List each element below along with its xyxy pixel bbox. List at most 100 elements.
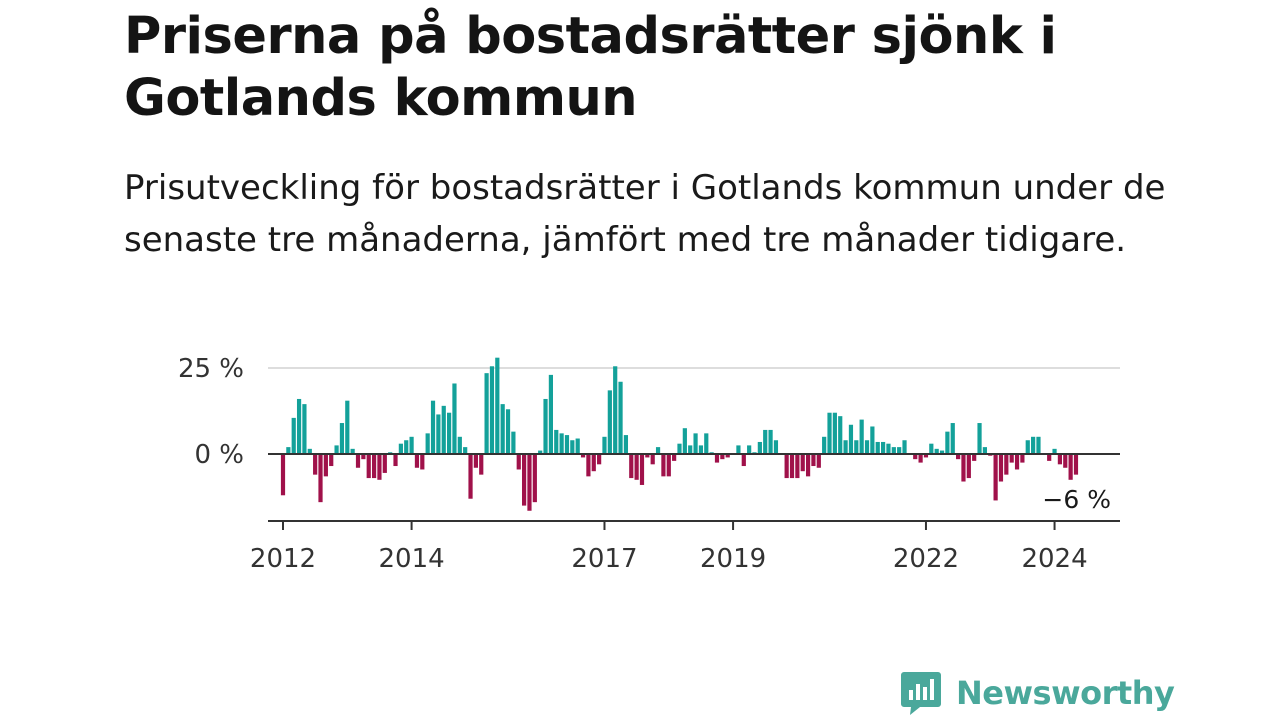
bar xyxy=(495,357,500,454)
bar xyxy=(500,404,505,454)
bar xyxy=(859,419,864,454)
bar xyxy=(452,383,457,454)
chart-title: Priserna på bostadsrätter sjönk i Gotlan… xyxy=(124,7,1057,128)
bar xyxy=(1047,454,1052,461)
bar xyxy=(757,441,762,454)
bar xyxy=(661,454,666,477)
bars xyxy=(280,357,1079,511)
bar xyxy=(468,454,473,499)
bar xyxy=(377,454,382,480)
y-tick-label: 0 % xyxy=(194,440,244,470)
x-tick-label: 2024 xyxy=(1021,544,1087,574)
bar xyxy=(950,423,955,454)
bar xyxy=(1036,436,1041,454)
bar xyxy=(532,454,537,503)
bar xyxy=(398,443,403,454)
bar xyxy=(747,445,752,454)
bar xyxy=(339,423,345,454)
bar xyxy=(329,454,334,467)
bar xyxy=(355,454,361,468)
bar xyxy=(511,431,516,454)
bar xyxy=(934,448,939,454)
bar xyxy=(891,447,896,454)
bar xyxy=(484,373,489,454)
bar xyxy=(848,424,854,454)
bar xyxy=(966,454,971,479)
bar xyxy=(875,441,880,454)
bar xyxy=(1057,454,1063,465)
bar xyxy=(629,454,634,479)
bar xyxy=(639,454,645,485)
bar xyxy=(393,454,398,467)
bar xyxy=(425,433,430,454)
bar xyxy=(870,426,875,454)
bar xyxy=(538,450,543,454)
newsworthy-chart-bubble-icon xyxy=(901,672,941,715)
bar xyxy=(1063,454,1068,468)
bar xyxy=(736,445,741,454)
newsworthy-logo: Newsworthy xyxy=(900,668,1175,718)
bar xyxy=(827,412,832,454)
bar xyxy=(447,412,452,454)
bar xyxy=(473,454,478,468)
bar xyxy=(479,454,484,475)
bar xyxy=(704,433,709,454)
bar xyxy=(1068,454,1073,480)
bar xyxy=(698,445,704,454)
bar xyxy=(645,454,650,458)
bar xyxy=(307,448,312,454)
bar xyxy=(655,447,661,454)
bar xyxy=(430,400,436,454)
bar xyxy=(591,454,596,472)
bar xyxy=(554,429,559,454)
bar xyxy=(972,454,977,461)
bar xyxy=(886,443,891,454)
axis-labels: 0 % 25 % 2012 2014 2017 2019 2022 2024 −6 % xyxy=(178,354,1111,574)
bar xyxy=(602,436,607,454)
bar xyxy=(382,454,387,473)
bar xyxy=(570,440,575,454)
bar xyxy=(371,454,377,479)
bar xyxy=(280,454,286,496)
bar xyxy=(361,454,366,460)
bar xyxy=(929,443,934,454)
bar xyxy=(993,454,998,501)
bar xyxy=(623,435,629,454)
bar xyxy=(345,400,350,454)
bar xyxy=(843,440,848,454)
bar xyxy=(457,436,462,454)
bar xyxy=(977,423,982,454)
bar xyxy=(816,454,821,468)
bar xyxy=(618,381,623,454)
bar xyxy=(1031,436,1036,454)
bar xyxy=(854,440,859,454)
bar xyxy=(897,447,902,454)
bar xyxy=(613,366,618,454)
bar xyxy=(768,429,773,454)
bar xyxy=(564,435,570,454)
bar xyxy=(832,412,837,454)
bar xyxy=(350,448,355,454)
bar xyxy=(998,454,1004,482)
x-tick-label: 2012 xyxy=(250,544,316,574)
bar xyxy=(489,366,495,454)
bar xyxy=(822,436,827,454)
bar xyxy=(805,454,811,477)
bar xyxy=(323,454,328,477)
brand-name: Newsworthy xyxy=(956,674,1175,712)
bar xyxy=(784,454,789,479)
x-tick-label: 2017 xyxy=(571,544,637,574)
bar xyxy=(693,433,698,454)
bar xyxy=(580,454,586,458)
bar xyxy=(296,398,302,454)
bar xyxy=(318,454,323,503)
bar xyxy=(666,454,671,477)
bar xyxy=(1020,454,1025,463)
bar xyxy=(913,454,918,460)
bar xyxy=(302,404,307,454)
bar xyxy=(1052,448,1057,454)
bar xyxy=(902,440,907,454)
bar xyxy=(1073,454,1079,475)
x-tick-label: 2014 xyxy=(379,544,445,574)
bar xyxy=(634,454,639,480)
